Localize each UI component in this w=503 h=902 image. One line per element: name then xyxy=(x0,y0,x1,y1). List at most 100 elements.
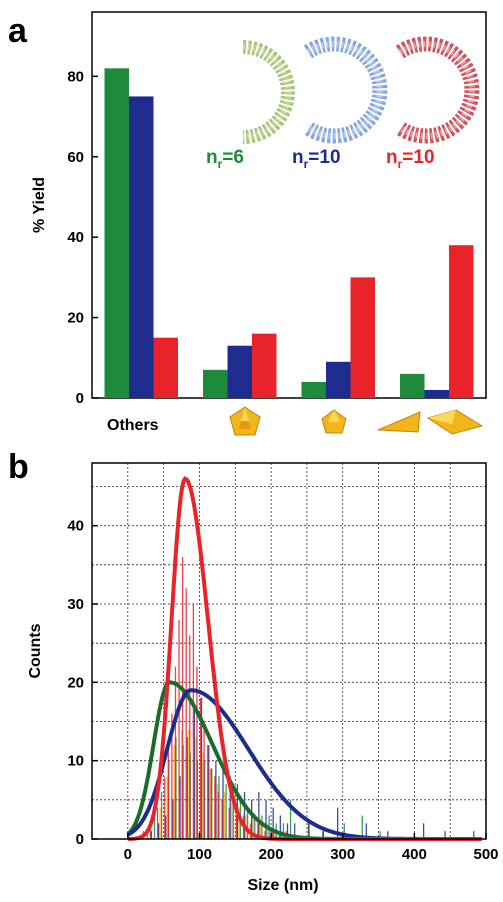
panel-b-grid xyxy=(92,463,486,839)
panel-a-bar-blue xyxy=(227,345,252,398)
histogram-bar-green xyxy=(361,815,363,839)
histogram-bar-red xyxy=(156,807,159,839)
panel-b-chart: 0 10 20 30 40 0 100 200 300 400 500 Counts Size (… xyxy=(27,462,499,894)
histogram-bar-blue xyxy=(208,745,210,839)
histogram-bar-gold xyxy=(166,776,168,839)
fit-curve-red xyxy=(127,476,482,841)
histogram-bar-gold xyxy=(274,831,276,839)
panel-b-y-tick-label: 40 xyxy=(67,518,84,535)
histogram-bar-blue xyxy=(279,815,281,839)
histogram-bar-red xyxy=(203,729,205,839)
histogram-bar-blue xyxy=(222,768,224,839)
histogram-bar-red xyxy=(214,776,216,839)
panel-b-x-tick-label: 200 xyxy=(259,846,284,863)
histogram-bar-blue xyxy=(243,792,246,839)
panel-a-y-axis-label: % Yield xyxy=(31,177,48,233)
histogram-bar-gold xyxy=(231,799,233,839)
panel-a-bar-blue xyxy=(424,389,449,398)
panel-b-histogram xyxy=(142,557,475,839)
histogram-bar-green xyxy=(153,815,156,839)
histogram-bar-blue xyxy=(473,831,475,839)
histogram-bar-red xyxy=(257,823,259,839)
histogram-bar-blue xyxy=(251,799,253,839)
histogram-bar-blue xyxy=(186,737,188,839)
histogram-bar-red xyxy=(192,604,195,839)
histogram-bar-green xyxy=(160,792,163,839)
histogram-bar-red xyxy=(174,666,177,839)
histogram-bar-gold xyxy=(202,752,204,839)
histogram-bar-red xyxy=(196,666,198,839)
histogram-bar-red xyxy=(264,831,266,839)
fit-curve-blue xyxy=(126,688,482,841)
panel-a-y-tick-label: 40 xyxy=(67,229,84,246)
histogram-bar-blue xyxy=(308,823,310,839)
panel-b-fit-curves xyxy=(126,476,482,841)
histogram-bar-blue xyxy=(265,799,267,839)
histogram-bar-red xyxy=(164,776,166,839)
histogram-bar-gold xyxy=(216,784,219,839)
panel-a-y-tick-label: 80 xyxy=(67,68,84,85)
panel-b-x-tick-label: 400 xyxy=(402,846,427,863)
panel-a-legend: nr=6 nr=10 nr=10 xyxy=(206,147,435,171)
panel-a-bar-green xyxy=(104,68,129,399)
panel-a-bar-red xyxy=(449,245,474,398)
histogram-bar-red xyxy=(189,635,191,839)
histogram-bar-red xyxy=(221,799,223,839)
histogram-bar-green xyxy=(379,831,381,839)
panel-b-y-tick-label: 30 xyxy=(67,596,84,613)
histogram-bar-blue xyxy=(200,698,203,839)
histogram-bar-blue xyxy=(179,776,181,839)
panel-b-frame xyxy=(91,462,487,840)
histogram-bar-green xyxy=(343,823,345,839)
legend-label-red: nr=10 xyxy=(386,147,435,171)
panel-a-bar-green xyxy=(203,369,228,398)
panel-a-chart: 0 20 40 60 80 % Yield nr=6 nr=10 nr=10 xyxy=(31,11,487,407)
histogram-bar-gold xyxy=(266,823,269,839)
histogram-bar-blue xyxy=(322,831,324,839)
histogram-bar-green xyxy=(261,815,263,839)
histogram-bar-green xyxy=(146,831,148,839)
panel-a-bar-blue xyxy=(129,96,154,398)
panel-label-a: a xyxy=(8,12,28,50)
panel-a-bar-red xyxy=(350,277,375,398)
histogram-bar-red xyxy=(228,807,230,839)
histogram-bar-blue xyxy=(165,815,167,839)
panel-b-x-ticks: 0 100 200 300 400 500 xyxy=(124,833,499,863)
histogram-bar-blue xyxy=(258,792,260,839)
ring-structure-green-icon xyxy=(242,40,295,144)
histogram-bar-blue xyxy=(150,831,153,839)
panel-a-bar-red xyxy=(252,333,277,398)
histogram-bar-red xyxy=(149,823,152,839)
histogram-bar-blue xyxy=(286,823,289,839)
panel-b-x-tick-label: 0 xyxy=(124,846,132,863)
histogram-bar-red xyxy=(167,745,169,839)
panel-b-y-tick-label: 20 xyxy=(67,674,84,691)
histogram-bar-gold xyxy=(209,768,211,839)
histogram-bar-green xyxy=(282,823,285,839)
ring-structure-blue-icon xyxy=(303,36,388,144)
histogram-bar-red xyxy=(217,792,220,839)
histogram-bar-green xyxy=(225,784,227,839)
histogram-bar-blue xyxy=(294,823,296,839)
panel-a-y-ticks: 0 20 40 60 80 xyxy=(67,68,98,407)
histogram-bar-gold xyxy=(159,807,161,839)
pentagonal-bipyramid-icon xyxy=(229,406,261,436)
histogram-bar-gold xyxy=(188,729,190,839)
histogram-bar-red xyxy=(199,698,202,839)
panel-a-y-tick-label: 60 xyxy=(67,149,84,166)
histogram-bar-gold xyxy=(223,792,226,839)
panel-a-bar-green xyxy=(400,373,425,398)
histogram-bar-green xyxy=(232,792,234,839)
histogram-bar-blue xyxy=(387,831,389,839)
panel-b-x-tick-label: 100 xyxy=(187,846,212,863)
histogram-bar-gold xyxy=(252,815,254,839)
panel-b-x-axis-label: Size (nm) xyxy=(247,877,318,894)
panel-a-bar-blue xyxy=(326,361,351,398)
histogram-bar-blue xyxy=(444,831,446,839)
histogram-bar-gold xyxy=(238,807,240,839)
histogram-bar-blue xyxy=(193,705,196,839)
histogram-bar-red xyxy=(207,745,209,839)
pentagon-particle-icon xyxy=(321,409,347,434)
histogram-bar-blue xyxy=(172,799,174,839)
